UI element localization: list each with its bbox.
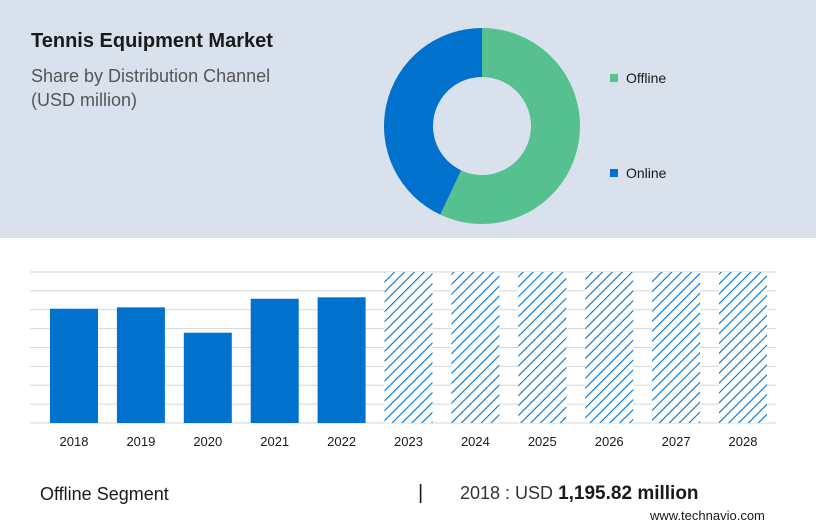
- bar-2018: [50, 308, 98, 423]
- donut-slice-online: [384, 28, 482, 215]
- bar-2021: [250, 298, 299, 423]
- x-tick-label: 2028: [729, 434, 758, 449]
- donut-chart: [384, 28, 580, 224]
- x-tick-label: 2023: [394, 434, 423, 449]
- legend-swatch-offline: [610, 74, 618, 83]
- forecast-bar-2028: [719, 272, 767, 423]
- subtitle-line-2: (USD million): [31, 90, 138, 110]
- x-tick-label: 2021: [260, 434, 289, 449]
- bar-chart: 2018 2019 2020 2021 2022 2023 2024 2025 2026 2027…: [30, 271, 776, 449]
- x-tick-label: 2018: [60, 434, 89, 449]
- forecast-bar-2027: [652, 272, 701, 423]
- x-tick-label: 2022: [327, 434, 356, 449]
- legend-item-offline: Offline: [610, 70, 666, 86]
- footer-stat-prefix: 2018 : USD: [460, 483, 554, 503]
- forecast-bar-2023: [384, 272, 433, 423]
- legend-label-online: Online: [626, 165, 667, 181]
- legend-item-online: Online: [610, 165, 666, 181]
- forecast-bar-2026: [585, 272, 634, 423]
- chart-subtitle: Share by Distribution Channel (USD milli…: [31, 64, 351, 112]
- forecast-bar-2024: [451, 272, 500, 423]
- x-tick-label: 2024: [461, 434, 490, 449]
- bar-2020: [183, 332, 232, 423]
- chart-title: Tennis Equipment Market: [31, 30, 273, 52]
- legend-swatch-online: [610, 169, 618, 178]
- subtitle-line-1: Share by Distribution Channel: [31, 66, 271, 86]
- footer-divider: |: [418, 482, 424, 504]
- footer-stat-value: 1,195.82 million: [558, 483, 699, 504]
- donut-slice-offline: [440, 28, 580, 224]
- bar-2019: [116, 307, 165, 423]
- x-tick-label: 2025: [528, 434, 557, 449]
- source-site: www.technavio.com: [650, 508, 765, 523]
- forecast-bar-2025: [518, 272, 567, 423]
- bar-2022: [317, 297, 366, 423]
- x-tick-label: 2019: [126, 434, 155, 449]
- footer-stat: 2018 : USD 1,195.82 million: [460, 483, 699, 505]
- x-tick-label: 2026: [595, 434, 624, 449]
- x-tick-label: 2027: [662, 434, 691, 449]
- legend-label-offline: Offline: [626, 70, 667, 86]
- x-tick-label: 2020: [193, 434, 222, 449]
- footer-segment-label: Offline Segment: [40, 484, 169, 504]
